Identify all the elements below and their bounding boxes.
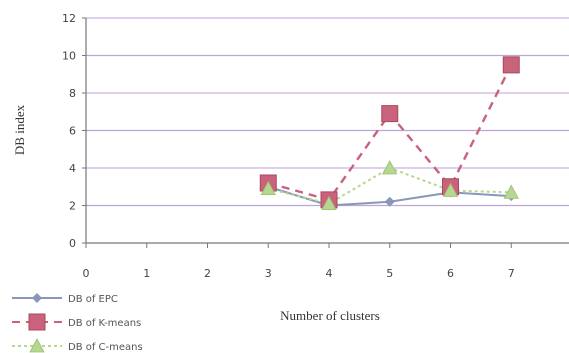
data-point-1-3 (384, 196, 395, 207)
legend-label-2: DB of K-means (68, 318, 141, 329)
y-tick-label: 8 (69, 87, 76, 100)
data-point-3-2 (321, 195, 337, 211)
legend-label-3: DB of C-means (68, 342, 143, 353)
x-tick-label: 3 (265, 267, 272, 280)
series-markers (259, 56, 520, 211)
data-point-3-5 (503, 184, 519, 199)
x-tick-label: 1 (143, 267, 150, 280)
legend-marker-3 (29, 338, 45, 353)
x-tick-label: 5 (386, 267, 393, 280)
y-tick-label: 12 (62, 12, 76, 25)
x-tick-label: 2 (204, 267, 211, 280)
legend-label-1: DB of EPC (68, 294, 118, 305)
x-tick-label: 7 (508, 267, 515, 280)
x-tick-label: 6 (447, 267, 454, 280)
legend-marker-2 (28, 313, 46, 331)
series-lines (267, 64, 513, 207)
y-tick-labels: 0 2 4 6 8 10 12 (62, 12, 86, 250)
data-point-3-3 (382, 160, 398, 175)
y-axis-title: DB index (12, 104, 27, 155)
data-point-3-4 (442, 182, 459, 197)
x-tick-label: 0 (83, 267, 90, 280)
data-point-2-5 (502, 56, 520, 74)
y-tick-label: 4 (69, 162, 76, 175)
y-tick-label: 0 (69, 237, 76, 250)
data-point-3-1 (260, 180, 276, 196)
y-tick-label: 2 (69, 200, 76, 213)
y-tick-label: 10 (62, 50, 76, 63)
x-axis-title: Number of clusters (280, 308, 380, 323)
series-line-2 (267, 64, 513, 202)
x-tick-labels: 012345678 (83, 243, 569, 280)
legend-marker-1 (32, 293, 42, 303)
x-tick-label: 4 (326, 267, 333, 280)
legend: DB of EPC DB of K-means DB of C-means (12, 293, 143, 353)
data-point-2-3 (381, 105, 399, 123)
y-tick-label: 6 (69, 125, 76, 138)
grid-lines (86, 17, 569, 207)
